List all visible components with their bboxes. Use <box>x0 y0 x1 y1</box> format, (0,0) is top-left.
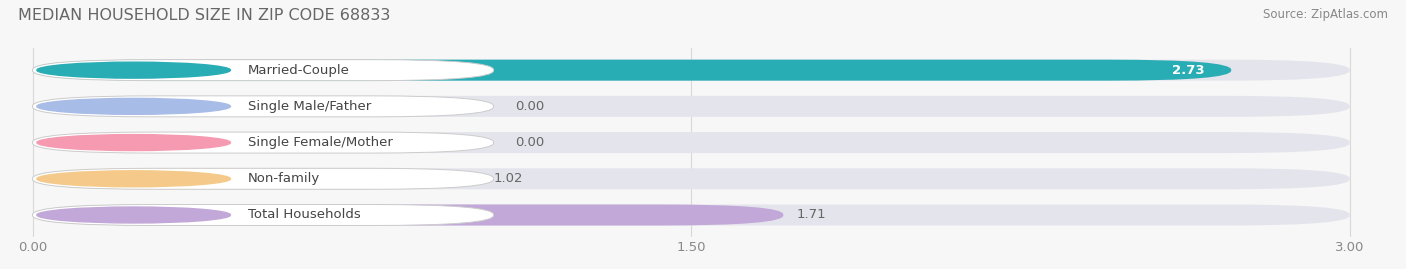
Circle shape <box>37 171 231 187</box>
Circle shape <box>37 98 231 114</box>
FancyBboxPatch shape <box>32 132 1350 153</box>
Text: Non-family: Non-family <box>247 172 321 185</box>
FancyBboxPatch shape <box>32 60 494 81</box>
FancyBboxPatch shape <box>32 60 1232 81</box>
FancyBboxPatch shape <box>32 204 1350 225</box>
Text: 0.00: 0.00 <box>516 136 544 149</box>
FancyBboxPatch shape <box>32 204 783 225</box>
FancyBboxPatch shape <box>32 132 494 153</box>
Text: Married-Couple: Married-Couple <box>247 64 350 77</box>
Text: MEDIAN HOUSEHOLD SIZE IN ZIP CODE 68833: MEDIAN HOUSEHOLD SIZE IN ZIP CODE 68833 <box>18 8 391 23</box>
FancyBboxPatch shape <box>32 60 1350 81</box>
Circle shape <box>37 62 231 78</box>
Text: 1.02: 1.02 <box>494 172 523 185</box>
FancyBboxPatch shape <box>32 168 481 189</box>
Text: 0.00: 0.00 <box>516 100 544 113</box>
Text: Source: ZipAtlas.com: Source: ZipAtlas.com <box>1263 8 1388 21</box>
Circle shape <box>37 207 231 223</box>
Text: Single Male/Father: Single Male/Father <box>247 100 371 113</box>
FancyBboxPatch shape <box>32 204 494 225</box>
FancyBboxPatch shape <box>32 96 1350 117</box>
Text: 2.73: 2.73 <box>1173 64 1205 77</box>
FancyBboxPatch shape <box>32 168 1350 189</box>
FancyBboxPatch shape <box>32 168 494 189</box>
Circle shape <box>37 134 231 151</box>
Text: Single Female/Mother: Single Female/Mother <box>247 136 392 149</box>
Text: Total Households: Total Households <box>247 208 361 221</box>
Text: 1.71: 1.71 <box>797 208 827 221</box>
FancyBboxPatch shape <box>32 96 494 117</box>
